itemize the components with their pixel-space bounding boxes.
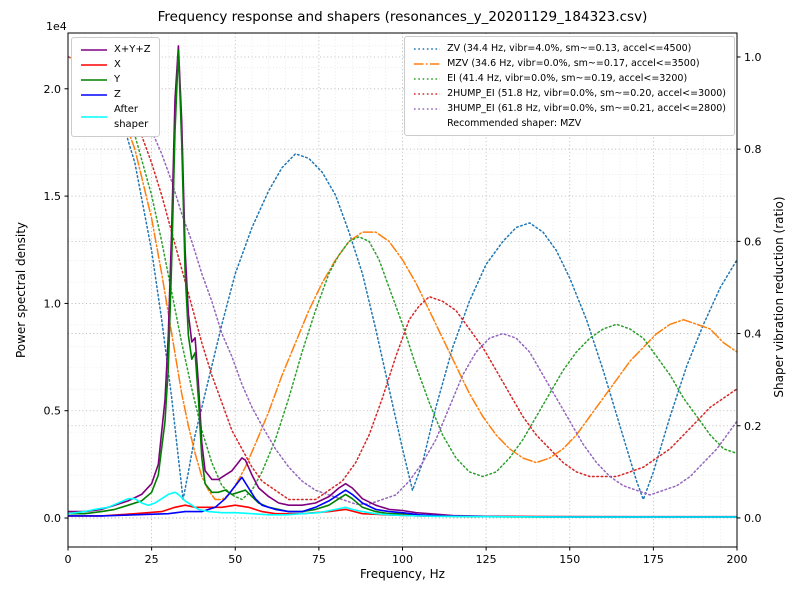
y-axis-label-right: Shaper vibration reduction (ratio) [772, 196, 786, 398]
psd-curve-Y [68, 49, 737, 518]
legend-psd-item: X+Y+Z [80, 42, 151, 57]
y-right-tick-label: 0.6 [744, 235, 762, 248]
recommended-shaper-note: Recommended shaper: MZV [447, 118, 582, 129]
legend-shaper-label: EI (41.4 Hz, vibr=0.0%, sm~=0.19, accel<… [447, 73, 688, 84]
legend-psd-item: Y [80, 72, 151, 87]
legend-psd-item: After shaper [80, 102, 151, 132]
legend-shaper-item: 2HUMP_EI (51.8 Hz, vibr=0.0%, sm~=0.20, … [413, 86, 726, 101]
y-left-tick-label: 0.5 [44, 405, 62, 418]
y-left-tick-label: 1.0 [44, 297, 62, 310]
y-left-tick-label: 0.0 [44, 512, 62, 525]
shaper-curve-ZV [68, 56, 737, 501]
chart-title: Frequency response and shapers (resonanc… [157, 9, 648, 25]
x-tick-label: 175 [643, 553, 664, 566]
x-tick-label: 75 [312, 553, 326, 566]
legend-swatch-line [81, 78, 107, 81]
legend-swatch-line [414, 62, 441, 65]
legend-shapers: ZV (34.4 Hz, vibr=4.0%, sm~=0.13, accel<… [404, 36, 735, 136]
legend-shaper-label: ZV (34.4 Hz, vibr=4.0%, sm~=0.13, accel<… [447, 43, 692, 54]
x-tick-label: 200 [727, 553, 748, 566]
legend-shaper-item: 3HUMP_EI (61.8 Hz, vibr=0.0%, sm~=0.21, … [413, 101, 726, 116]
x-tick-label: 50 [228, 553, 242, 566]
legend-swatch-line [414, 92, 441, 95]
shaper-curve-MZV [68, 56, 737, 501]
x-tick-label: 25 [145, 553, 159, 566]
y-axis-offset-label: 1e4 [46, 20, 67, 33]
legend-swatch-line [81, 116, 107, 118]
legend-swatch-line [81, 93, 107, 96]
legend-swatch-line [414, 107, 441, 110]
legend-psd-item: X [80, 57, 151, 72]
legend-swatch-line [81, 48, 107, 51]
y-right-tick-label: 0.4 [744, 328, 762, 341]
legend-psd: X+Y+Z X Y Z After shaper [71, 37, 160, 137]
psd-curve-X+Y+Z [68, 45, 737, 518]
psd-curve-Z [68, 476, 737, 518]
psd-curve-After [68, 491, 737, 518]
legend-shaper-item: EI (41.4 Hz, vibr=0.0%, sm~=0.19, accel<… [413, 71, 726, 86]
x-tick-label: 0 [65, 553, 72, 566]
legend-psd-label: X+Y+Z [114, 44, 151, 55]
shaper-curve-3HUMP_EI [68, 56, 737, 505]
legend-shaper-label: 2HUMP_EI (51.8 Hz, vibr=0.0%, sm~=0.20, … [447, 88, 726, 99]
x-axis-label: Frequency, Hz [360, 567, 445, 581]
legend-psd-label: Z [114, 89, 121, 100]
legend-shaper-item: ZV (34.4 Hz, vibr=4.0%, sm~=0.13, accel<… [413, 41, 726, 56]
shaper-curve-2HUMP_EI [68, 56, 737, 501]
legend-shaper-item: MZV (34.6 Hz, vibr=0.0%, sm~=0.17, accel… [413, 56, 726, 71]
y-left-tick-label: 1.5 [44, 190, 62, 203]
x-tick-label: 125 [476, 553, 497, 566]
curves-group [68, 45, 737, 518]
legend-shaper-label: MZV (34.6 Hz, vibr=0.0%, sm~=0.17, accel… [447, 58, 700, 69]
legend-swatch-line [414, 47, 441, 50]
legend-psd-label: X [114, 59, 121, 70]
legend-psd-label: After shaper [114, 104, 149, 130]
y-right-tick-label: 0.8 [744, 143, 762, 156]
y-left-tick-label: 2.0 [44, 83, 62, 96]
x-tick-label: 150 [559, 553, 580, 566]
y-axis-label-left: Power spectral density [14, 221, 28, 359]
legend-psd-item: Z [80, 87, 151, 102]
y-right-tick-label: 1.0 [744, 51, 762, 64]
legend-shaper-label: 3HUMP_EI (61.8 Hz, vibr=0.0%, sm~=0.21, … [447, 103, 726, 114]
shaper-curve-EI [68, 56, 737, 501]
y-right-tick-label: 0.2 [744, 420, 762, 433]
legend-swatch-line [81, 63, 107, 66]
legend-swatch-line [414, 77, 441, 80]
y-right-tick-label: 0.0 [744, 512, 762, 525]
legend-psd-label: Y [114, 74, 121, 85]
x-tick-label: 100 [392, 553, 413, 566]
